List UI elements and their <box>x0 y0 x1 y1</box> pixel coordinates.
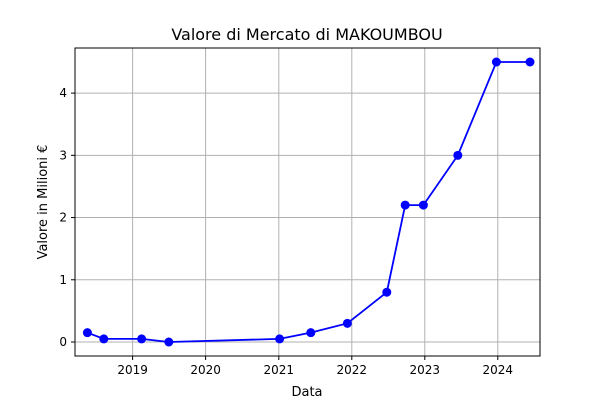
data-point <box>137 334 147 344</box>
y-tick-label: 3 <box>59 148 67 162</box>
series-line <box>87 61 530 343</box>
data-point <box>400 200 410 210</box>
y-axis-label: Valore in Milioni € <box>36 145 51 260</box>
data-point <box>453 150 463 160</box>
data-point <box>491 57 501 67</box>
plot-frame <box>74 47 541 357</box>
data-point <box>525 57 535 67</box>
series-layer <box>82 57 535 347</box>
chart-title: Valore di Mercato di MAKOUMBOU <box>171 25 442 44</box>
y-tick-label: 0 <box>59 335 67 349</box>
data-point <box>82 328 92 338</box>
data-point <box>382 287 392 297</box>
data-point <box>418 200 428 210</box>
data-point <box>306 328 316 338</box>
x-tick-label: 2024 <box>483 363 514 377</box>
x-tick-label: 2023 <box>410 363 441 377</box>
x-tick-label: 2019 <box>117 363 148 377</box>
axis-ticks: 2019 2020 2021 2022 2023 2024 0 1 2 3 4 <box>59 86 513 377</box>
x-tick-label: 2020 <box>190 363 221 377</box>
x-axis-label: Data <box>291 385 322 400</box>
grid <box>75 48 540 356</box>
data-point <box>275 334 285 344</box>
y-tick-label: 2 <box>59 211 67 225</box>
x-tick-label: 2021 <box>264 363 295 377</box>
data-point <box>164 337 174 347</box>
data-point <box>342 318 352 328</box>
x-tick-label: 2022 <box>337 363 368 377</box>
y-tick-label: 1 <box>59 273 67 287</box>
data-point <box>99 334 109 344</box>
y-tick-label: 4 <box>59 86 67 100</box>
